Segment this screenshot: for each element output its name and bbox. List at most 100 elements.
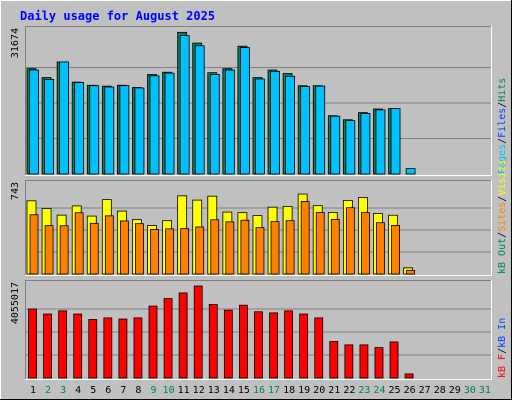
x-tick-label: 2 xyxy=(45,385,51,396)
legend-hits: Hits xyxy=(497,78,508,102)
bar-sites-day-14 xyxy=(225,221,235,275)
x-tick-label: 11 xyxy=(178,385,190,396)
bar-kb-f-day-13 xyxy=(208,304,218,379)
panel-2: 743 kB Out/Sites/Visits xyxy=(10,160,508,276)
bar-kb-f-day-5 xyxy=(88,319,98,379)
bar-kb-f-day-20 xyxy=(314,317,324,379)
bar-kb-f-day-6 xyxy=(103,317,113,379)
legend-kb-out: kB Out xyxy=(497,238,508,274)
bar-kb-f-day-8 xyxy=(133,317,143,379)
x-tick-label: 8 xyxy=(135,385,141,396)
x-tick-label: 23 xyxy=(358,385,370,396)
x-tick-label: 15 xyxy=(238,385,250,396)
bar-files-day-17 xyxy=(270,70,280,175)
panel-legend: kB Out/Sites/Visits xyxy=(497,160,508,274)
bar-sites-day-18 xyxy=(285,220,295,275)
x-tick-label: 27 xyxy=(419,385,431,396)
bar-files-day-16 xyxy=(255,78,265,175)
x-tick-label: 6 xyxy=(105,385,111,396)
panel-max-label: 743 xyxy=(10,182,21,200)
bar-files-day-7 xyxy=(119,85,130,175)
bar-files-day-15 xyxy=(240,47,250,175)
x-tick-label: 25 xyxy=(389,385,401,396)
bar-sites-day-2 xyxy=(44,225,54,275)
x-tick-label: 24 xyxy=(373,385,385,396)
bar-kb-f-day-22 xyxy=(344,344,354,379)
legend-pages: Pages xyxy=(497,144,508,174)
bar-sites-day-12 xyxy=(195,226,205,275)
bar-files-day-9 xyxy=(149,75,160,175)
bar-sites-day-5 xyxy=(89,222,99,275)
legend-kb-in: kB In xyxy=(497,318,508,348)
bar-sites-day-19 xyxy=(300,201,310,275)
x-tick-label: 26 xyxy=(404,385,416,396)
chart-title: Daily usage for August 2025 xyxy=(20,9,215,23)
bar-sites-day-15 xyxy=(240,219,250,275)
bar-sites-day-25 xyxy=(391,225,400,275)
x-tick-label: 9 xyxy=(151,385,157,396)
x-axis-day-labels: 1 2 3 4 5 6 7 8 9 10 11 12 13 14 15 16 17 18 19 20 21 22 23 24 2… xyxy=(30,385,491,396)
bar-sites-day-24 xyxy=(376,222,385,275)
bar-kb-f-day-15 xyxy=(239,304,248,379)
bar-sites-day-23 xyxy=(361,212,370,275)
bar-sites-day-20 xyxy=(315,212,325,275)
bar-kb-f-day-10 xyxy=(163,298,173,379)
x-tick-label: 7 xyxy=(120,385,126,396)
x-tick-label: 14 xyxy=(223,385,235,396)
x-tick-label: 16 xyxy=(253,385,265,396)
bar-kb-f-day-2 xyxy=(43,313,52,379)
bar-sites-day-26 xyxy=(406,269,416,275)
bar-files-day-3 xyxy=(59,61,70,175)
bar-kb-f-day-21 xyxy=(329,341,339,379)
x-tick-label: 1 xyxy=(30,385,36,396)
panel-legend: kB F/kB In xyxy=(497,318,508,378)
bar-kb-f-day-18 xyxy=(284,310,293,379)
bar-sites-day-21 xyxy=(330,218,340,275)
bar-kb-f-day-17 xyxy=(269,312,278,379)
bar-sites-day-17 xyxy=(270,221,280,275)
bar-sites-day-10 xyxy=(165,228,174,275)
bar-sites-day-8 xyxy=(135,223,144,275)
bar-sites-day-9 xyxy=(150,229,159,275)
x-tick-label: 5 xyxy=(90,385,96,396)
x-tick-label: 30 xyxy=(464,385,476,396)
bar-kb-f-day-1 xyxy=(28,308,37,379)
bar-kb-f-day-3 xyxy=(58,310,68,379)
legend-kb-f: kB F xyxy=(497,354,508,378)
bar-files-day-11 xyxy=(179,35,190,175)
bar-kb-f-day-9 xyxy=(148,305,158,379)
bar-kb-f-day-4 xyxy=(73,313,83,379)
bar-files-day-8 xyxy=(134,87,145,175)
bar-sites-day-16 xyxy=(255,227,265,275)
bar-sites-day-6 xyxy=(104,215,114,275)
bar-kb-f-day-23 xyxy=(359,344,369,379)
bar-sites-day-13 xyxy=(210,219,220,275)
x-tick-label: 19 xyxy=(298,385,310,396)
x-tick-label: 17 xyxy=(268,385,280,396)
bar-files-day-21 xyxy=(330,115,341,175)
x-tick-label: 3 xyxy=(60,385,66,396)
bar-files-day-25 xyxy=(390,108,401,175)
legend-files: Files xyxy=(497,108,508,138)
x-tick-label: 22 xyxy=(343,385,355,396)
bar-kb-f-day-24 xyxy=(374,347,384,379)
bar-sites-day-22 xyxy=(345,207,355,275)
x-tick-label: 4 xyxy=(75,385,81,396)
bar-kb-f-day-14 xyxy=(223,309,233,379)
legend-visits: Visits xyxy=(497,160,508,196)
x-tick-label: 12 xyxy=(193,385,205,396)
bar-sites-day-7 xyxy=(119,220,129,275)
bar-files-day-10 xyxy=(164,72,175,175)
x-tick-label: 13 xyxy=(208,385,220,396)
x-tick-label: 31 xyxy=(479,385,491,396)
bar-kb-f-day-25 xyxy=(389,341,399,379)
bar-sites-day-3 xyxy=(59,225,69,275)
bar-files-day-24 xyxy=(375,109,386,175)
bar-files-day-2 xyxy=(44,79,54,175)
bar-kb-f-day-26 xyxy=(404,373,414,379)
x-tick-label: 29 xyxy=(449,385,461,396)
panel-max-label: 31674 xyxy=(10,28,21,58)
panel-1: 31674 Pages/Files/Hits xyxy=(10,26,508,176)
x-tick-label: 28 xyxy=(434,385,446,396)
bar-files-day-23 xyxy=(360,113,371,175)
